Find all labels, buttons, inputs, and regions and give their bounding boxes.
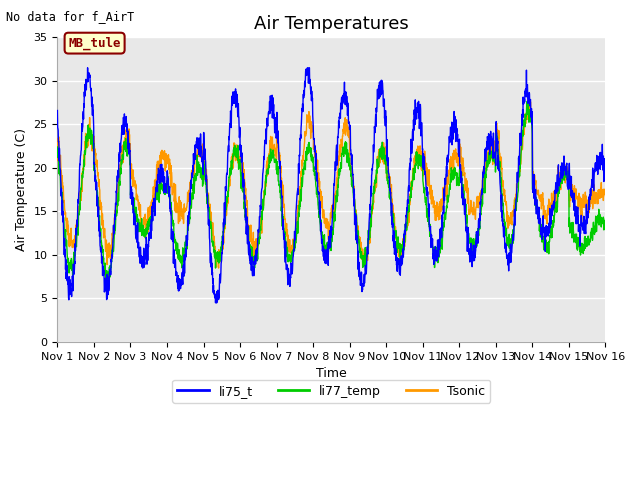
- Legend: li75_t, li77_temp, Tsonic: li75_t, li77_temp, Tsonic: [172, 380, 490, 403]
- Title: Air Temperatures: Air Temperatures: [254, 15, 409, 33]
- Y-axis label: Air Temperature (C): Air Temperature (C): [15, 128, 28, 251]
- Text: MB_tule: MB_tule: [68, 36, 121, 50]
- X-axis label: Time: Time: [316, 367, 347, 380]
- Text: No data for f_AirT: No data for f_AirT: [6, 10, 134, 23]
